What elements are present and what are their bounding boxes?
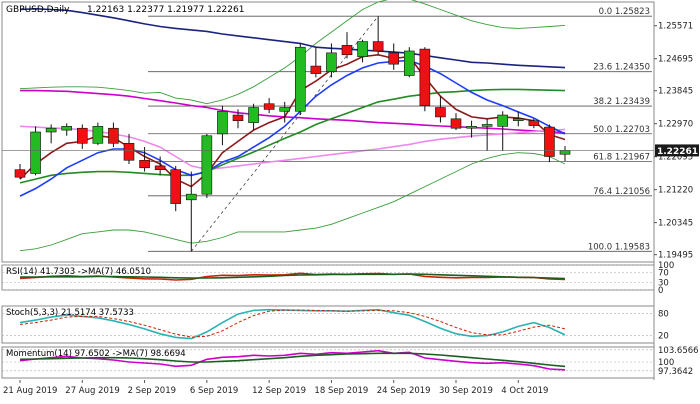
- bullish-candle: [185, 193, 197, 201]
- price-tick-label: 1.22970: [658, 120, 693, 130]
- bearish-candle: [435, 107, 446, 118]
- panel-tick-label: 0: [658, 286, 663, 296]
- time-tick-label: 12 Sep 2019: [252, 386, 306, 396]
- fib-level-label: 0.0 1.25823: [599, 7, 650, 17]
- bearish-candle: [154, 165, 166, 170]
- time-tick-label: 4 Oct 2019: [501, 386, 548, 396]
- bearish-candle: [450, 118, 462, 129]
- time-tick-label: 21 Aug 2019: [3, 386, 57, 396]
- indicator-title: Momentum(14) 97.6502 ->MA(7) 98.6694: [6, 349, 186, 359]
- bullish-candle: [201, 135, 213, 195]
- symbol-title: GBPUSD,Daily: [6, 5, 70, 15]
- bullish-candle: [497, 114, 509, 127]
- current-price-badge: [655, 144, 699, 157]
- price-tick-label: 1.25571: [658, 22, 693, 32]
- bearish-candle: [170, 169, 182, 204]
- fib-level-label: 38.2 1.23439: [593, 97, 650, 107]
- indicator-line-1-1: [19, 309, 566, 338]
- bearish-candle: [76, 127, 88, 144]
- bearish-candle: [14, 169, 26, 178]
- fib-level-label: 61.8 1.21967: [593, 153, 650, 163]
- bearish-candle: [388, 52, 400, 65]
- bullish-candle: [403, 50, 415, 76]
- band-lower-line: [19, 152, 566, 252]
- bullish-candle: [30, 131, 41, 174]
- bullish-candle: [92, 126, 104, 144]
- time-tick-label: 18 Sep 2019: [314, 386, 368, 396]
- fib-level-label: 50.0 1.22703: [593, 125, 650, 135]
- moving-average-line-3: [19, 88, 566, 184]
- panel-tick-label: 97.3642: [658, 367, 693, 377]
- indicator-line-2-1: [19, 352, 566, 368]
- fib-level-label: 76.4 1.21056: [593, 187, 650, 197]
- price-tick-label: 1.24695: [658, 55, 693, 65]
- bearish-candle: [419, 48, 431, 106]
- price-tick-label: 1.20345: [658, 219, 693, 229]
- bearish-candle: [232, 114, 244, 121]
- bullish-candle: [45, 127, 57, 133]
- panel-tick-label: 80: [658, 309, 669, 319]
- bullish-candle: [248, 107, 259, 123]
- band-upper-line: [19, 0, 566, 105]
- panel-tick-label: 103.6566: [658, 346, 699, 356]
- bullish-candle: [326, 52, 337, 73]
- bullish-candle: [559, 150, 571, 155]
- indicator-title: Stoch(5,3,3) 21.5174 37.5733: [6, 308, 134, 318]
- bullish-candle: [466, 126, 477, 129]
- bearish-candle: [123, 143, 135, 161]
- bullish-candle: [279, 107, 291, 112]
- time-tick-label: 30 Sep 2019: [439, 386, 493, 396]
- bearish-candle: [528, 120, 540, 126]
- bearish-candle: [310, 65, 322, 74]
- bearish-candle: [139, 159, 150, 169]
- bullish-candle: [357, 41, 368, 57]
- bullish-candle: [294, 46, 306, 112]
- bullish-candle: [481, 124, 493, 127]
- moving-average-line-4: [19, 59, 566, 197]
- current-price-value: 1.22261: [657, 147, 698, 157]
- bearish-candle: [341, 45, 353, 56]
- time-tick-label: 24 Sep 2019: [377, 386, 431, 396]
- indicator-line-0-1: [20, 273, 566, 280]
- price-tick-label: 1.19495: [658, 251, 693, 261]
- price-tick-label: 1.23845: [658, 87, 693, 97]
- fib-trend-line: [190, 15, 379, 252]
- time-tick-label: 2 Sep 2019: [128, 386, 176, 396]
- panel-tick-label: 20: [658, 332, 669, 342]
- moving-average-line-0: [19, 7, 566, 69]
- price-tick-label: 1.22095: [658, 153, 693, 163]
- indicator-line-2-0: [19, 349, 566, 371]
- indicator-title: RSI(14) 41.7303 ->MA(7) 46.0510: [6, 267, 151, 277]
- panel-tick-label: 100: [658, 358, 674, 368]
- bullish-candle: [512, 118, 524, 121]
- bullish-candle: [61, 126, 73, 131]
- bearish-candle: [108, 127, 119, 144]
- time-tick-label: 27 Aug 2019: [65, 386, 119, 396]
- fib-level-label: 23.6 1.24350: [593, 63, 650, 73]
- panel-tick-label: 100: [658, 261, 674, 271]
- ohlc-readout: 1.22163 1.22377 1.21977 1.22261: [87, 5, 244, 15]
- panel-tick-label: 70: [658, 269, 669, 279]
- panel-tick-label: 30: [658, 279, 669, 289]
- bearish-candle: [263, 103, 275, 110]
- fib-level-label: 100.0 1.19583: [588, 242, 650, 252]
- time-tick-label: 6 Sep 2019: [190, 386, 238, 396]
- price-tick-label: 1.21220: [658, 186, 693, 196]
- bullish-candle: [217, 110, 228, 135]
- bearish-candle: [372, 41, 384, 52]
- bearish-candle: [544, 126, 555, 157]
